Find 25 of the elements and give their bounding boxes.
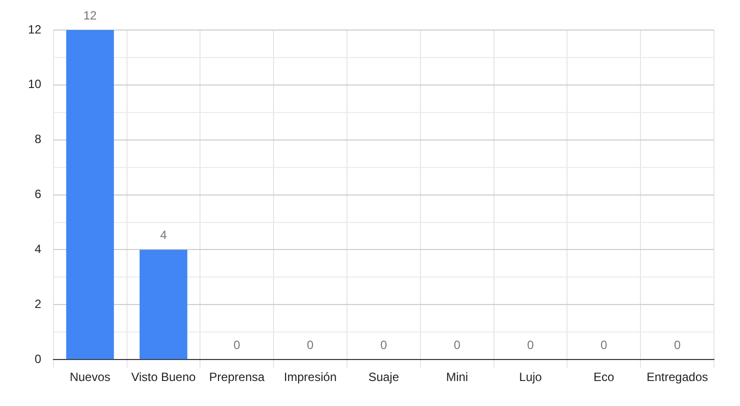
x-tick-label: Visto Bueno (131, 370, 196, 384)
x-tick-label: Impresión (284, 370, 337, 384)
data-label: 0 (454, 338, 461, 352)
y-tick-label: 8 (34, 132, 42, 146)
y-tick-label: 10 (28, 77, 42, 92)
data-label: 0 (674, 338, 681, 352)
data-label: 12 (83, 8, 98, 22)
x-tick-label: Eco (594, 370, 615, 384)
x-tick-label: Suaje (368, 370, 400, 384)
data-label: 0 (527, 338, 534, 352)
data-label: 0 (600, 338, 608, 352)
data-label: 0 (380, 338, 388, 352)
y-tick-label: 6 (34, 187, 42, 202)
x-tick-label: Mini (446, 370, 468, 384)
x-tick-label: Lujo (519, 370, 542, 384)
x-tick-label: Entregados (646, 370, 708, 384)
x-tick-label: Nuevos (70, 370, 110, 384)
data-label: 4 (160, 228, 168, 242)
y-tick-label: 4 (34, 242, 42, 256)
y-tick-label: 2 (34, 296, 42, 311)
data-label: 0 (306, 338, 314, 352)
y-tick-label: 0 (34, 352, 42, 366)
x-tick-label: Preprensa (209, 370, 265, 384)
data-label: 0 (234, 338, 241, 352)
y-tick-label: 12 (28, 22, 42, 36)
